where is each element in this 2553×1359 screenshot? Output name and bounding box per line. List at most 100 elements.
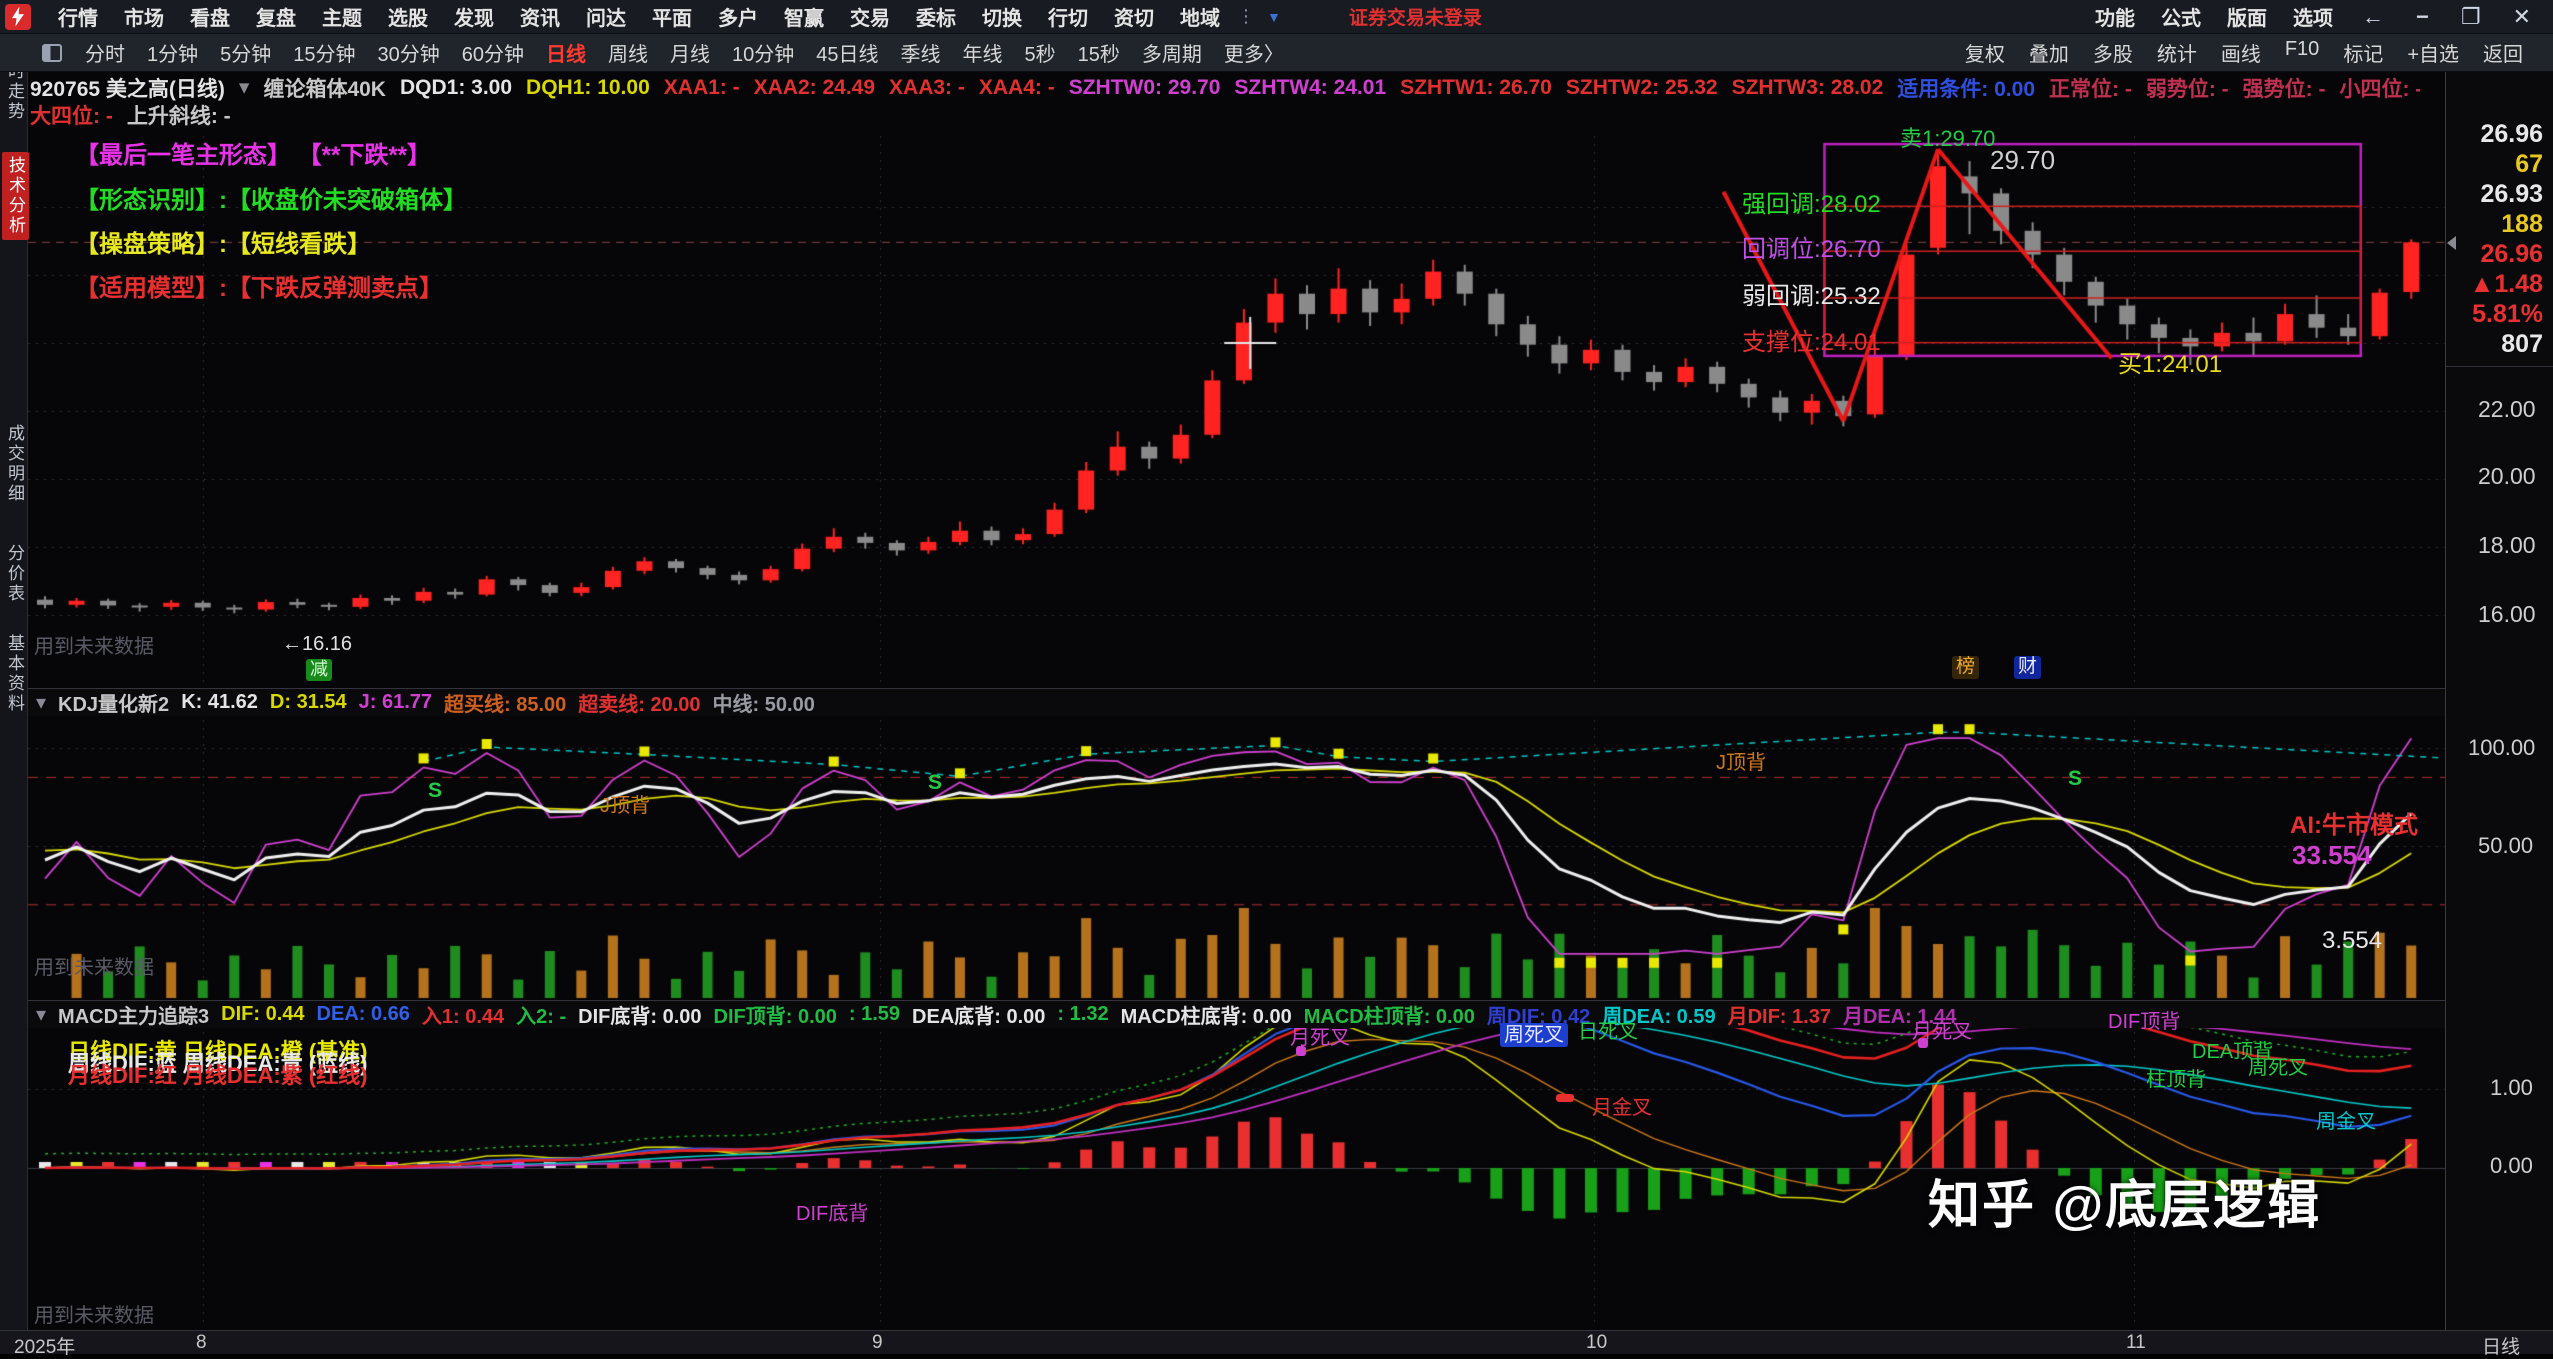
date-axis: 2025年 8 9 10 11 日线 <box>0 1330 2553 1358</box>
macd-param: 入1: 0.44 <box>421 1006 505 1028</box>
period-tabs: 分时 1分钟 5分钟 15分钟 30分钟 60分钟 日线 周线 月线 10分钟 45日线 季线 年线 5秒… <box>74 38 1295 67</box>
menu-item[interactable]: 复盘 <box>256 8 296 30</box>
stock-info-bar2: 大四位: - 上升斜线: - <box>30 102 1430 128</box>
quote-value: ▲1.48 <box>2469 270 2543 298</box>
period-tab[interactable]: 多周期 <box>1141 44 1202 66</box>
toolbar-right-buttons: 复权 叠加 多股 统计 画线 F10 标记 +自选 返回 <box>1953 38 2535 67</box>
menu-dropdown-icon[interactable]: ▼ <box>1267 8 1281 25</box>
period-tab[interactable]: 1分钟 <box>147 44 199 66</box>
macd-param: 入2: - <box>516 1006 567 1028</box>
menu-item[interactable]: 平面 <box>652 8 692 30</box>
menu-item[interactable]: 公式 <box>2160 8 2201 30</box>
date-tick: 8 <box>196 1332 207 1353</box>
menu-item[interactable]: 资切 <box>1114 8 1154 30</box>
quote-value: 188 <box>2501 210 2543 238</box>
menu-item[interactable]: 功能 <box>2094 8 2135 30</box>
date-tick: 10 <box>1586 1332 1608 1353</box>
kdj-param: ▾ <box>36 692 47 714</box>
menu-item[interactable]: 发现 <box>454 8 494 30</box>
sidebar-tab-active[interactable]: 技术分析 <box>2 152 29 240</box>
toolbar-button[interactable]: 复权 <box>1964 44 2005 66</box>
menu-item[interactable]: 交易 <box>850 8 890 30</box>
menu-item[interactable]: 智赢 <box>784 8 824 30</box>
indicator-value: SZHTW1: 26.70 <box>1400 75 1552 99</box>
menu-item[interactable]: 切换 <box>982 8 1022 30</box>
period-tab[interactable]: 分时 <box>85 44 125 66</box>
window-control-button[interactable]: ✕ <box>2512 3 2531 29</box>
date-tick: 9 <box>872 1332 883 1353</box>
sidebar-tab-item[interactable]: 成交明细 <box>5 424 24 504</box>
period-tab[interactable]: 5秒 <box>1024 44 1056 66</box>
period-tab[interactable]: 45日线 <box>816 44 879 66</box>
period-tab[interactable]: 5分钟 <box>220 44 272 66</box>
menu-item[interactable]: 资讯 <box>520 8 560 30</box>
indicator-value: DQH1: 10.00 <box>526 75 650 99</box>
indicator-value: 小四位: - <box>2339 77 2420 101</box>
indicator-value: XAA2: 24.49 <box>753 75 876 99</box>
menu-item[interactable]: 行情 <box>58 8 98 30</box>
indicator-value: 弱势位: - <box>2145 77 2229 101</box>
toolbar-button[interactable]: F10 <box>2284 38 2320 60</box>
indicator-value: 正常位: - <box>2049 77 2132 101</box>
quote-value: 26.93 <box>2480 180 2543 208</box>
sidebar-tab-item[interactable]: 基本资料 <box>5 634 24 714</box>
indicator-value: SZHTW4: 24.01 <box>1234 75 1387 99</box>
macd-param: 周DIF: 0.42 <box>1486 1006 1591 1028</box>
indicator-value: XAA1: - <box>663 75 740 99</box>
kdj-param: D: 31.54 <box>269 691 347 713</box>
period-tab[interactable]: 30分钟 <box>377 44 440 66</box>
period-tab[interactable]: 周线 <box>608 44 648 66</box>
login-status[interactable]: 证券交易未登录 <box>1348 8 1482 29</box>
sidebar-tab-item[interactable]: 分价表 <box>5 544 24 604</box>
period-tab[interactable]: 15秒 <box>1077 44 1120 66</box>
period-tab[interactable]: 15分钟 <box>293 44 356 66</box>
indicator-value: DQD1: 3.00 <box>399 75 513 99</box>
menu-item[interactable]: 多户 <box>718 8 758 30</box>
toolbar-button[interactable]: 返回 <box>2483 44 2523 66</box>
menu-item[interactable]: 委标 <box>916 8 956 30</box>
toolbar-button[interactable]: +自选 <box>2407 44 2459 66</box>
toolbar-button[interactable]: 统计 <box>2156 44 2197 66</box>
menu-item[interactable]: 版面 <box>2226 8 2267 30</box>
app-logo-icon <box>5 3 31 30</box>
window-control-button[interactable]: ← <box>2361 3 2384 29</box>
menu-item[interactable]: 选项 <box>2292 8 2333 30</box>
menu-items: 行情 市场 看盘 复盘 主题 选股 发现 资讯 问达 平面 多户 智赢 交易 委标 切换 行切 资切 地域 <box>45 2 1233 31</box>
macd-param: 月DIF: 1.37 <box>1727 1006 1831 1028</box>
menu-overflow-dots-icon[interactable]: ⋮ <box>1237 6 1255 26</box>
menu-item[interactable]: 主题 <box>322 8 362 30</box>
indicator-value: SZHTW0: 29.70 <box>1068 75 1221 99</box>
kdj-param: KDJ量化新2 <box>58 694 170 716</box>
kdj-header[interactable]: ▾ KDJ量化新2 K: 41.62 D: 31.54 J: 61.77 超买线: 85.… <box>28 688 2445 716</box>
kdj-param: 中线: 50.00 <box>712 694 815 716</box>
period-tab[interactable]: 季线 <box>900 44 941 66</box>
window-control-button[interactable]: − <box>2415 3 2429 29</box>
period-tab[interactable]: 月线 <box>670 44 710 66</box>
macd-header[interactable]: ▾ MACD主力追踪3 DIF: 0.44 DEA: 0.66 入1: 0.44 入2: … <box>28 1000 2445 1028</box>
indicator-value: SZHTW3: 28.02 <box>1731 75 1884 99</box>
top-menu-bar: 行情 市场 看盘 复盘 主题 选股 发现 资讯 问达 平面 多户 智赢 交易 委标 切换 行切 资切 地域 ⋮ ▼… <box>0 0 2553 33</box>
window-control-button[interactable]: ❐ <box>2460 3 2481 29</box>
date-tick: 日线 <box>2482 1337 2521 1358</box>
period-tab[interactable]: 10分钟 <box>732 44 795 66</box>
toolbar-button[interactable]: 多股 <box>2092 44 2133 66</box>
period-tab[interactable]: 60分钟 <box>461 44 524 66</box>
quote-value: 67 <box>2515 150 2543 178</box>
menu-item[interactable]: 问达 <box>586 8 626 30</box>
menu-item[interactable]: 地域 <box>1180 8 1220 30</box>
toolbar-button[interactable]: 标记 <box>2343 44 2384 66</box>
indicator-value: 920765 美之高(日线) <box>30 77 225 101</box>
toolbar-button[interactable]: 画线 <box>2220 44 2261 66</box>
layout-icon[interactable] <box>42 43 62 62</box>
menu-item[interactable]: 看盘 <box>190 8 230 30</box>
quote-value: 807 <box>2501 330 2543 358</box>
toolbar-button[interactable]: 叠加 <box>2028 44 2069 66</box>
period-tab[interactable]: 日线 <box>546 44 586 66</box>
indicator-value: XAA4: - <box>978 75 1055 99</box>
menu-item[interactable]: 选股 <box>388 8 428 30</box>
menu-item[interactable]: 行切 <box>1048 8 1088 30</box>
period-tab[interactable]: 年线 <box>962 44 1003 66</box>
menu-item[interactable]: 市场 <box>124 8 164 30</box>
period-tab[interactable]: 更多〉 <box>1223 44 1284 66</box>
